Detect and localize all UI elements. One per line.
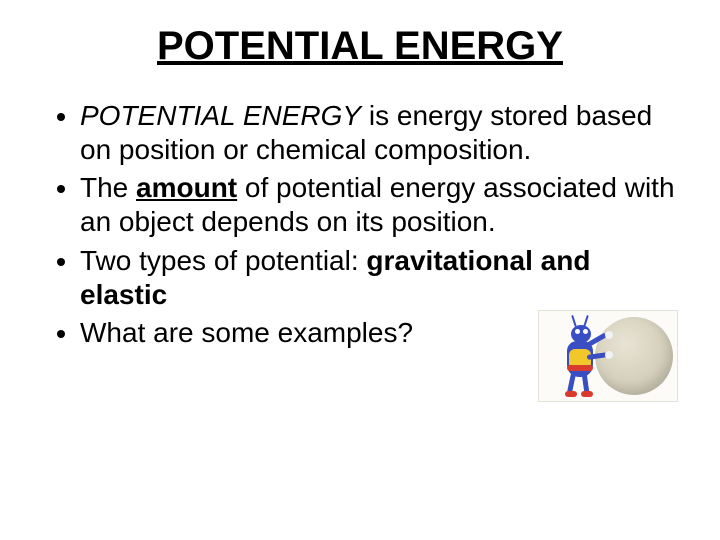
bullet-run: POTENTIAL ENERGY: [80, 100, 361, 131]
ant-hand-icon: [605, 331, 613, 339]
illustration-ant-pushing-rock: [538, 310, 678, 402]
ant-foot-icon: [565, 391, 577, 397]
bullet-run: The: [80, 172, 136, 203]
bullet-run: Two types of potential:: [80, 245, 366, 276]
slide-title: POTENTIAL ENERGY: [36, 24, 684, 69]
slide: POTENTIAL ENERGY POTENTIAL ENERGY is ene…: [0, 0, 720, 540]
ant-hand-icon: [605, 351, 613, 359]
bullet-item: The amount of potential energy associate…: [80, 171, 684, 239]
ant-belt-icon: [567, 365, 593, 371]
bullet-run: amount: [136, 172, 237, 203]
ant-eye-icon: [583, 329, 588, 334]
ant-eye-icon: [575, 329, 580, 334]
bullet-item: Two types of potential: gravitational an…: [80, 244, 684, 312]
bullet-run: What are some examples?: [80, 317, 413, 348]
ant-foot-icon: [581, 391, 593, 397]
bullet-item: POTENTIAL ENERGY is energy stored based …: [80, 99, 684, 167]
